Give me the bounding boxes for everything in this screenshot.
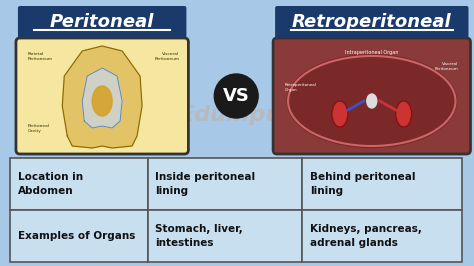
- Text: Behind peritoneal
lining: Behind peritoneal lining: [310, 172, 416, 196]
- FancyBboxPatch shape: [10, 158, 147, 210]
- Text: Location in
Abdomen: Location in Abdomen: [18, 172, 83, 196]
- FancyBboxPatch shape: [18, 6, 186, 38]
- Text: Intraperitoneal Organ: Intraperitoneal Organ: [345, 50, 399, 55]
- Text: Peritoneal
Cavity: Peritoneal Cavity: [28, 124, 50, 133]
- Polygon shape: [62, 46, 142, 148]
- Ellipse shape: [396, 101, 411, 127]
- Text: Parietal
Peritoneum: Parietal Peritoneum: [28, 52, 53, 61]
- Text: Retroperitoneal: Retroperitoneal: [292, 13, 452, 31]
- Text: Inside peritoneal
lining: Inside peritoneal lining: [155, 172, 255, 196]
- Text: Peritoneal: Peritoneal: [50, 13, 155, 31]
- Circle shape: [214, 74, 258, 118]
- FancyBboxPatch shape: [302, 210, 463, 262]
- Ellipse shape: [287, 55, 456, 148]
- FancyBboxPatch shape: [273, 38, 471, 154]
- FancyBboxPatch shape: [10, 210, 147, 262]
- FancyBboxPatch shape: [275, 6, 468, 38]
- FancyBboxPatch shape: [147, 158, 302, 210]
- Text: Stomach, liver,
intestines: Stomach, liver, intestines: [155, 225, 243, 248]
- Text: Kidneys, pancreas,
adrenal glands: Kidneys, pancreas, adrenal glands: [310, 225, 422, 248]
- Polygon shape: [82, 68, 122, 128]
- Text: Eduinput: Eduinput: [180, 105, 292, 125]
- Text: Examples of Organs: Examples of Organs: [18, 231, 135, 241]
- Text: Visceral
Peritoneum: Visceral Peritoneum: [435, 63, 458, 71]
- Ellipse shape: [92, 86, 112, 116]
- FancyBboxPatch shape: [147, 210, 302, 262]
- FancyBboxPatch shape: [302, 158, 463, 210]
- Text: Visceral
Peritoneum: Visceral Peritoneum: [155, 52, 180, 61]
- Ellipse shape: [332, 101, 348, 127]
- Text: Retroperitoneal
Organ: Retroperitoneal Organ: [285, 84, 317, 92]
- FancyBboxPatch shape: [16, 38, 188, 154]
- Text: VS: VS: [223, 87, 250, 105]
- Ellipse shape: [367, 94, 377, 108]
